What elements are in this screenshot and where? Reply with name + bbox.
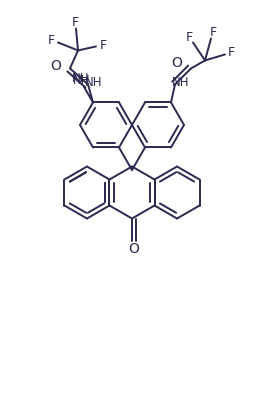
Text: F: F — [209, 26, 216, 39]
Text: O: O — [129, 242, 139, 256]
Text: NH: NH — [172, 76, 190, 89]
Text: NH: NH — [73, 74, 91, 87]
Text: F: F — [228, 46, 235, 59]
Text: NH: NH — [72, 72, 89, 84]
Text: F: F — [186, 31, 193, 44]
Text: F: F — [99, 39, 106, 52]
Text: O: O — [172, 57, 182, 70]
Text: F: F — [72, 16, 79, 29]
Text: NH: NH — [85, 76, 103, 89]
Text: O: O — [51, 59, 61, 74]
Text: F: F — [48, 34, 55, 47]
